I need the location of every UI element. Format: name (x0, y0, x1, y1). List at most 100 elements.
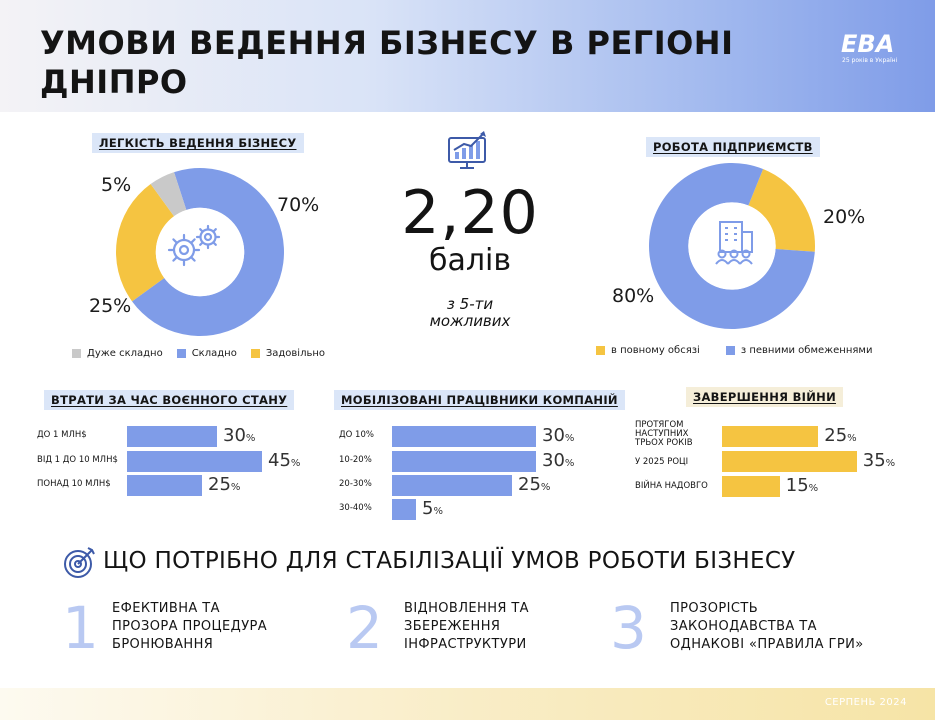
chart4-value-label: 30% (542, 450, 574, 471)
chart2-donut (649, 163, 815, 329)
growth-chart-icon (448, 131, 486, 169)
score-unit: балів (428, 243, 512, 278)
chart3-category-label: ВІД 1 ДО 10 МЛН$ (37, 455, 118, 465)
chart3-value-unit: % (245, 433, 256, 444)
chart4-bar (392, 475, 512, 496)
logo-subtitle: 25 років в Україні (842, 57, 898, 64)
chart3-category-label: ДО 1 МЛН$ (37, 430, 87, 440)
chart1-slice-1 (116, 184, 175, 302)
step-text-line: ПРОЗОРА ПРОЦЕДУРА (112, 619, 268, 634)
chart3-title: ВТРАТИ ЗА ЧАС ВОЄННОГО СТАНУ (51, 393, 288, 407)
chart4-category-label: 20-30% (339, 479, 372, 489)
footer-date: СЕРПЕНЬ 2024 (824, 697, 907, 708)
step-text: ВІДНОВЛЕННЯ ТА ЗБЕРЕЖЕННЯ ІНФРАСТРУКТУРИ (404, 600, 529, 654)
chart3-value-unit: % (290, 458, 301, 469)
chart4-value-label: 25% (518, 474, 550, 495)
legend-label: з певними обмеженнями (740, 345, 873, 356)
chart2-hole (688, 202, 776, 290)
chart1-slice-2 (150, 172, 187, 217)
chart4-value-number: 30 (542, 425, 565, 446)
chart1-title: ЛЕГКІСТЬ ВЕДЕННЯ БІЗНЕСУ (99, 136, 297, 150)
chart5-value-number: 35 (862, 450, 886, 471)
office-building-icon (715, 221, 753, 265)
chart1-label-satisfactory: 25% (89, 295, 132, 317)
step-text-line: ОДНАКОВІ «ПРАВИЛА ГРИ» (670, 637, 864, 652)
logo-text: EBA (841, 30, 894, 58)
chart4-title-pill: МОБІЛІЗОВАНІ ПРАЦІВНИКИ КОМПАНІЙ (334, 390, 625, 410)
legend-item: з певними обмеженнями (725, 345, 873, 356)
chart1-hole (155, 207, 245, 297)
chart4-value-unit: % (564, 458, 575, 469)
chart5-value-unit: % (808, 483, 819, 494)
chart1-label-hard: 70% (277, 194, 320, 216)
chart3-bar (127, 451, 262, 472)
chart3-value-number: 45 (268, 450, 291, 471)
step-text-line: ЕФЕКТИВНА ТА (112, 601, 220, 616)
chart5-value-unit: % (885, 458, 896, 469)
chart3-category-label: ПОНАД 10 МЛН$ (37, 479, 111, 489)
chart5-bar (722, 426, 819, 447)
chart5-title-pill: ЗАВЕРШЕННЯ ВІЙНИ (686, 387, 844, 407)
chart5-category-label: У 2025 РОЦІ (635, 457, 689, 467)
step-text: ЕФЕКТИВНА ТА ПРОЗОРА ПРОЦЕДУРА БРОНЮВАНН… (112, 600, 267, 654)
legend-swatch-yellow (250, 349, 260, 358)
chart5-value-label: 15% (786, 475, 818, 496)
chart1-slice-0 (132, 168, 284, 336)
legend-swatch-blue (176, 349, 186, 358)
chart3-bar (127, 475, 202, 496)
legend-swatch-gray (72, 349, 81, 358)
chart3-bar (127, 426, 217, 447)
chart4-category-label: 10-20% (339, 455, 372, 465)
score-scale: з 5-ти можливих (385, 296, 555, 330)
legend-label: Складно (191, 348, 237, 359)
legend-item: Дуже складно (72, 348, 163, 359)
stabilization-title: ЩО ПОТРІБНО ДЛЯ СТАБІЛІЗАЦІЇ УМОВ РОБОТИ… (103, 548, 796, 574)
score-scale-line1: з 5-ти (446, 295, 494, 313)
chart2-title-pill: РОБОТА ПІДПРИЄМСТВ (646, 137, 820, 157)
chart4-value-unit: % (433, 506, 443, 517)
step-text-line: ІНФРАСТРУКТУРИ (404, 637, 527, 652)
chart5-category-label: ПРОТЯГОМ НАСТУПНИХ ТРЬОХ РОКІВ (635, 420, 693, 448)
chart4-value-number: 30 (542, 450, 565, 471)
chart1-legend: Дуже складно Складно Задовільно (72, 348, 339, 359)
chart4-category-label: 30-40% (339, 503, 372, 513)
legend-label: в повному обсязі (611, 345, 700, 356)
chart2-slice-1 (649, 163, 815, 329)
step-number: 2 (346, 594, 383, 662)
page-title-line1: УМОВИ ВЕДЕННЯ БІЗНЕСУ В РЕГІОНІ (40, 24, 734, 62)
footer-band (0, 688, 935, 720)
score-scale-line2: можливих (429, 312, 511, 330)
chart4-value-label: 5% (422, 498, 443, 519)
chart4-bar (392, 426, 536, 447)
page-title: УМОВИ ВЕДЕННЯ БІЗНЕСУ В РЕГІОНІ ДНІПРО (40, 24, 760, 102)
legend-label: Дуже складно (87, 348, 163, 359)
legend-item: Складно (176, 348, 237, 359)
chart5-bar (722, 451, 857, 472)
chart4-value-unit: % (540, 482, 551, 493)
chart5-value-number: 25 (824, 425, 848, 446)
chart4-value-label: 30% (542, 425, 574, 446)
chart3-value-number: 25 (208, 474, 231, 495)
legend-item: в повному обсязі (596, 345, 700, 356)
step-text-line: БРОНЮВАННЯ (112, 637, 214, 652)
step-number: 3 (610, 594, 647, 662)
target-icon (64, 547, 95, 578)
legend-swatch-yellow (596, 346, 605, 355)
gears-icon (167, 224, 221, 267)
chart1-donut (116, 168, 284, 336)
chart5-value-number: 15 (785, 475, 809, 496)
header-band (0, 0, 935, 112)
legend-label: Задовільно (265, 348, 326, 359)
chart1-title-pill: ЛЕГКІСТЬ ВЕДЕННЯ БІЗНЕСУ (92, 133, 304, 153)
chart3-value-label: 25% (208, 474, 240, 495)
chart5-category-label: ВІЙНА НАДОВГО (635, 481, 708, 491)
step-text-line: ЗБЕРЕЖЕННЯ (404, 619, 501, 634)
eba-logo: EBA 25 років в Україні (841, 30, 898, 64)
chart2-slice-0 (748, 169, 815, 252)
chart3-value-unit: % (230, 482, 241, 493)
chart2-label-full: 20% (823, 206, 866, 228)
chart4-value-unit: % (564, 433, 575, 444)
page-title-line2: ДНІПРО (40, 63, 188, 101)
legend-item: Задовільно (250, 348, 326, 359)
chart3-value-label: 45% (268, 450, 300, 471)
